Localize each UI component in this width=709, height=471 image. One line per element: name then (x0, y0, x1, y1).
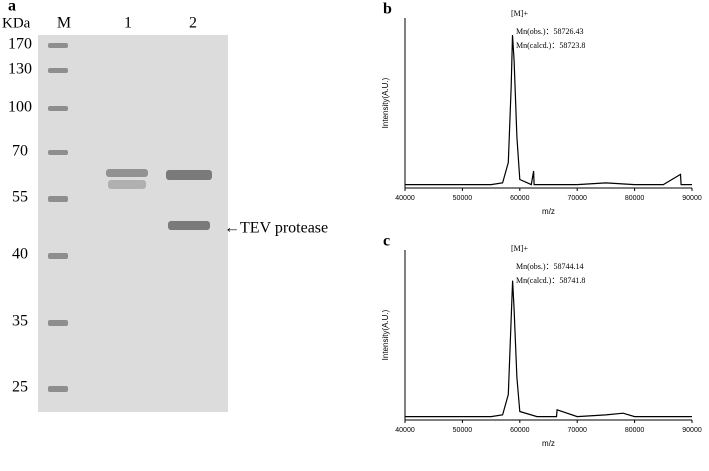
y-axis-label: Intensity(A.U.) (381, 77, 390, 128)
x-tick-label: 70000 (567, 195, 587, 202)
y-axis-label: Intensity(A.U.) (381, 309, 390, 360)
x-axis-label: m/z (542, 439, 555, 448)
annotation: Mn(calcd.)：58741.8 (516, 276, 585, 285)
marker-label: 25 (12, 379, 28, 396)
annotation: [M]+ (511, 244, 528, 253)
lane-label: M (57, 15, 71, 32)
x-tick-label: 60000 (510, 427, 530, 434)
marker-label: 35 (12, 313, 28, 330)
x-tick-label: 80000 (625, 427, 645, 434)
lane-label: 2 (189, 15, 197, 32)
panel-label: a (8, 0, 16, 15)
x-tick-label: 40000 (395, 427, 415, 434)
lane-label: 1 (124, 15, 132, 32)
spectrum-panel: b Intensity(A.U.) m/z 40000 50000 60000 70000 8… (381, 1, 702, 216)
x-tick-label: 50000 (453, 195, 473, 202)
gel-panel: a KDa ←TEV protease M 1 2 170 130 100 70 55 40 35… (2, 0, 328, 412)
x-tick-label: 60000 (510, 195, 530, 202)
spectrum-line (405, 34, 692, 186)
x-tick-label: 50000 (453, 427, 473, 434)
annotation: Mn(obs.)：58744.14 (516, 262, 584, 271)
panel-label: b (383, 1, 392, 18)
x-tick-label: 90000 (682, 195, 702, 202)
marker-label: 55 (12, 189, 28, 206)
marker-label: 40 (12, 246, 28, 263)
spectrum-line (405, 280, 692, 418)
marker-label: 70 (12, 143, 28, 160)
unit-label: KDa (2, 15, 31, 31)
annotation: Mn(obs.)：58726.43 (516, 27, 584, 36)
spectrum-panel: c Intensity(A.U.) m/z 40000 50000 60000 70000 8… (381, 233, 702, 448)
annotation: Mn(calcd.)：58723.8 (516, 41, 585, 50)
x-tick-label: 40000 (395, 195, 415, 202)
marker-label: 170 (8, 36, 32, 53)
annotation: [M]+ (511, 9, 528, 18)
band-annotation: ←TEV protease (224, 220, 328, 237)
x-tick-label: 90000 (682, 427, 702, 434)
x-tick-label: 70000 (567, 427, 587, 434)
gel-bands (48, 43, 212, 392)
panel-label: c (383, 233, 390, 250)
marker-label: 100 (8, 99, 32, 116)
marker-label: 130 (8, 61, 32, 78)
x-tick-label: 80000 (625, 195, 645, 202)
x-axis-label: m/z (542, 207, 555, 216)
